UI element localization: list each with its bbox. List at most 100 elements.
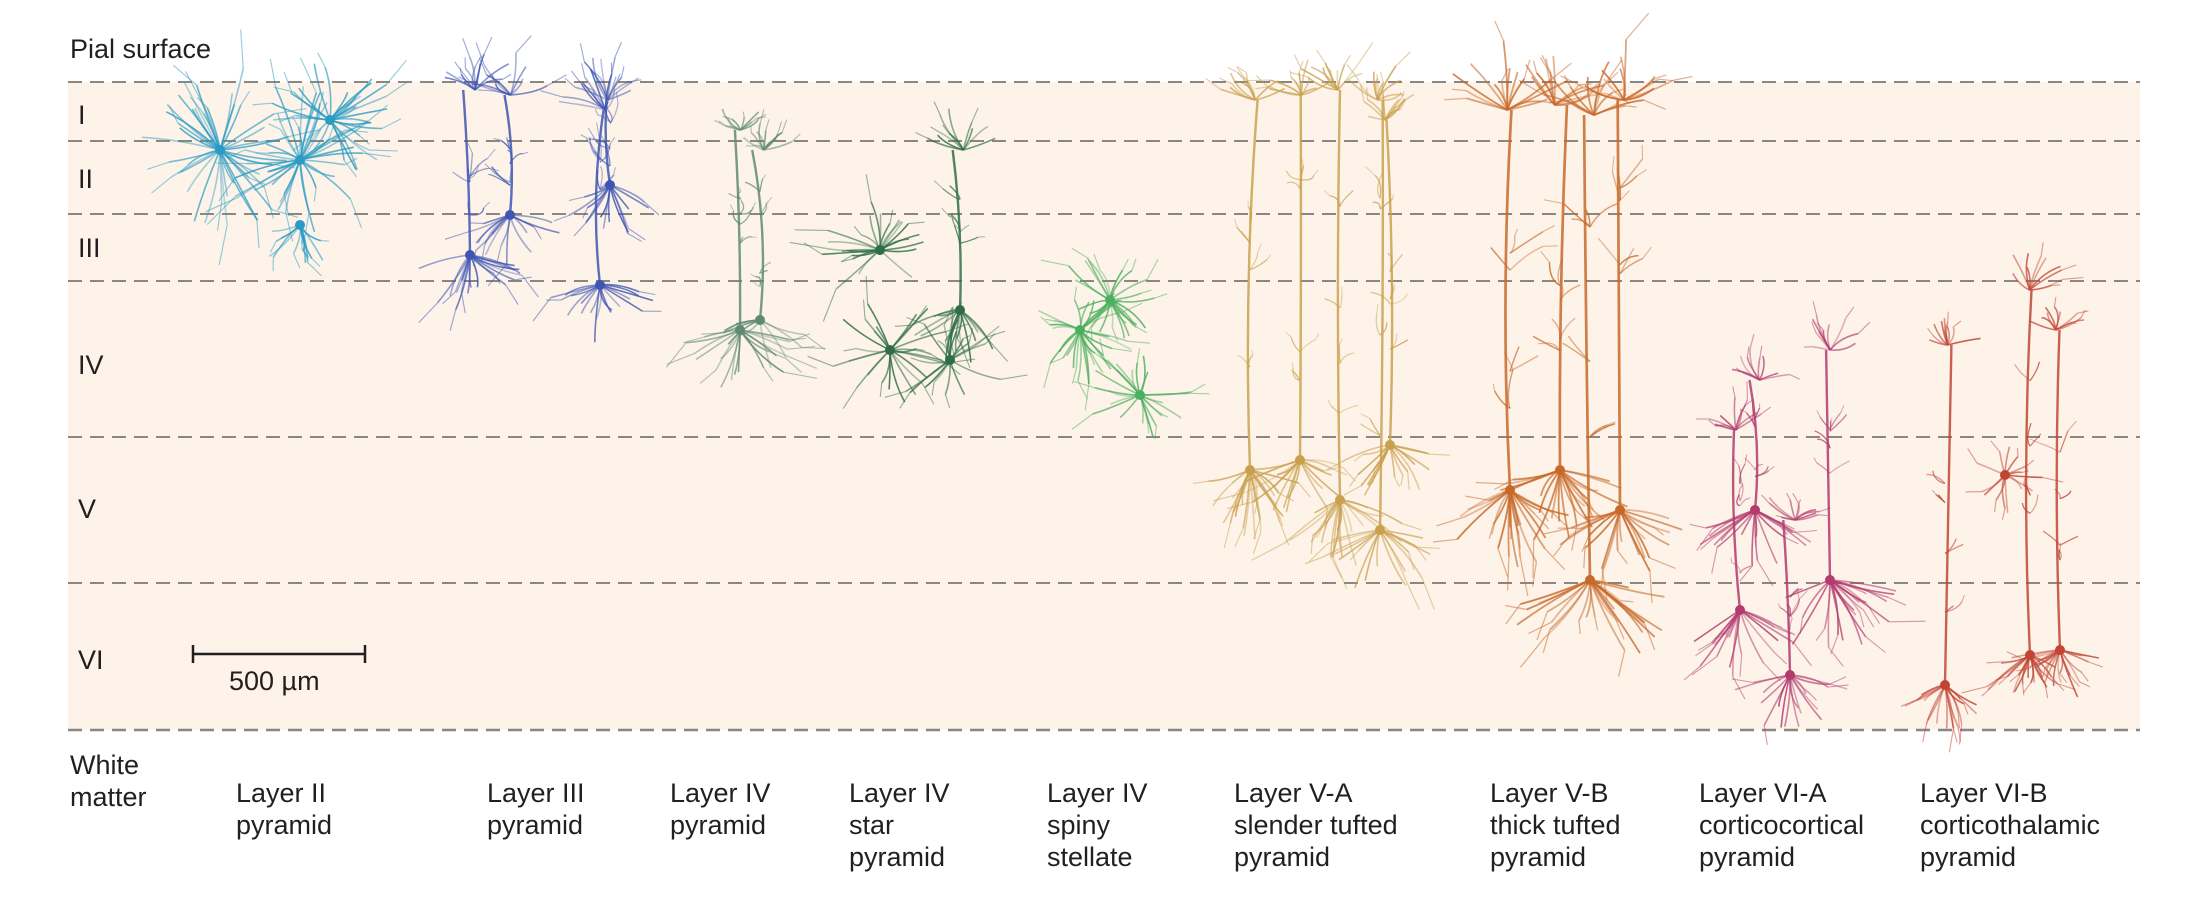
dendrite-branch: [1619, 509, 1651, 572]
dendrite-branch: [1795, 514, 1819, 521]
dendrite-branch: [1375, 314, 1381, 336]
dendrite-twig: [1327, 400, 1332, 406]
dendrite-twig: [1768, 466, 1775, 472]
dendrite-twig: [1308, 543, 1328, 563]
dendrite-twig: [789, 333, 811, 343]
dendrite-twig: [1234, 218, 1238, 228]
neuron-label-layer-iv-pyramid: Layer IV pyramid: [670, 778, 771, 840]
dendrite-twig: [1888, 620, 1926, 623]
dendrite-branch: [177, 94, 221, 151]
dendrite-twig: [1553, 536, 1569, 557]
dendrite-twig: [469, 222, 484, 225]
dendrite-twig: [478, 57, 488, 76]
dendrite-twig: [587, 127, 594, 136]
dendrite-twig: [1994, 500, 1997, 513]
dendrite-branch: [488, 89, 511, 96]
dendrite-twig: [1071, 368, 1077, 384]
dendrite-twig: [841, 258, 853, 263]
dendrite-branch: [165, 111, 221, 151]
neuron-label-line: Layer IV: [849, 778, 950, 808]
dendrite-branch: [1940, 320, 1949, 346]
dendrite-twig: [1205, 78, 1221, 90]
dendrite-branch: [1306, 76, 1339, 91]
dendrite-twig: [1575, 510, 1589, 522]
dendrite-branch: [2057, 549, 2062, 561]
dendrite-twig: [1519, 636, 1546, 668]
dendrite-twig: [1799, 590, 1808, 600]
dendrite-branch: [759, 200, 770, 216]
neuron-drawing-8: [1683, 301, 1926, 745]
dendrite-twig: [931, 382, 935, 396]
dendrite-twig: [1714, 633, 1726, 640]
dendrite-branch: [736, 191, 741, 200]
dendrite-twig: [1761, 494, 1770, 504]
dendrite-branch: [1299, 339, 1316, 353]
dendrite-branch: [1289, 499, 1341, 541]
dendrite-branch: [299, 91, 325, 161]
dendrite-branch: [1932, 470, 1946, 485]
dendrite-branch: [959, 309, 972, 363]
dendrite-twig: [442, 291, 456, 305]
dendrite-branch: [1739, 565, 1752, 574]
dendrite-branch: [695, 329, 741, 361]
dendrite-branch: [2042, 530, 2061, 546]
dendrite-branch: [1744, 457, 1756, 471]
dendrite-twig: [1625, 105, 1637, 108]
dendrite-branch: [509, 153, 524, 165]
dendrite-branch: [1733, 396, 1737, 431]
dendrite-branch: [1593, 61, 1610, 116]
dendrite-twig: [1786, 492, 1791, 501]
dendrite-twig: [1819, 507, 1831, 513]
dendrite-branch: [1237, 355, 1251, 368]
dendrite-twig: [1817, 514, 1828, 517]
dendrite-twig: [1278, 521, 1290, 546]
dendrite-branch: [939, 113, 964, 151]
dendrite-twig: [1040, 259, 1069, 267]
dendrite-twig: [1740, 408, 1747, 414]
dendrite-twig: [1146, 258, 1159, 280]
dendrite-twig: [951, 218, 955, 226]
dendrite-twig: [1583, 547, 1586, 569]
dendrite-twig: [842, 387, 857, 410]
dendrite-twig: [1641, 144, 1644, 159]
dendrite-branch: [313, 63, 331, 121]
dendrite-twig: [381, 118, 402, 129]
dendrite-branch: [274, 87, 301, 161]
dendrite-branch: [1374, 77, 1379, 101]
neuron-label-line: corticocortical: [1699, 810, 1864, 840]
dendrite-twig: [1408, 552, 1415, 571]
dendrite-twig: [1809, 693, 1817, 701]
dendrite-twig: [1542, 225, 1556, 233]
dendrite-twig: [1672, 75, 1693, 82]
dendrite-branch: [1376, 65, 1397, 101]
dendrite-twig: [1255, 75, 1270, 90]
dendrite-branch: [1337, 72, 1363, 91]
neuron-label-layer-iv-spiny-stellate: Layer IV spiny stellate: [1047, 778, 1148, 872]
dendrite-twig: [930, 126, 941, 134]
dendrite-branch: [2029, 361, 2041, 382]
soma: [2055, 645, 2065, 655]
dendrite-branch: [1786, 604, 1791, 617]
dendrite-branch: [571, 102, 606, 111]
dendrite-twig: [580, 134, 590, 140]
dendrite-branch: [1829, 579, 1897, 592]
dendrite-branch: [599, 166, 603, 190]
dendrite-twig: [894, 324, 912, 327]
dendrite-twig: [2023, 682, 2032, 693]
dendrite-twig: [1523, 59, 1531, 79]
dendrite-branch: [1452, 73, 1508, 111]
dendrite-twig: [1338, 338, 1343, 346]
dendrite-branch: [1456, 489, 1511, 540]
dendrite-branch: [468, 80, 511, 96]
dendrite-twig: [1131, 258, 1137, 271]
dendrite-twig: [594, 108, 599, 116]
soma: [465, 250, 475, 260]
dendrite-twig: [1492, 383, 1496, 392]
dendrite-twig: [2021, 470, 2029, 474]
dendrite-branch: [1379, 322, 1388, 336]
soma: [875, 245, 885, 255]
dendrite-twig: [273, 86, 294, 93]
dendrite-twig: [292, 116, 299, 128]
dendrite-branch: [2012, 254, 2031, 291]
dendrite-branch: [1619, 254, 1639, 266]
